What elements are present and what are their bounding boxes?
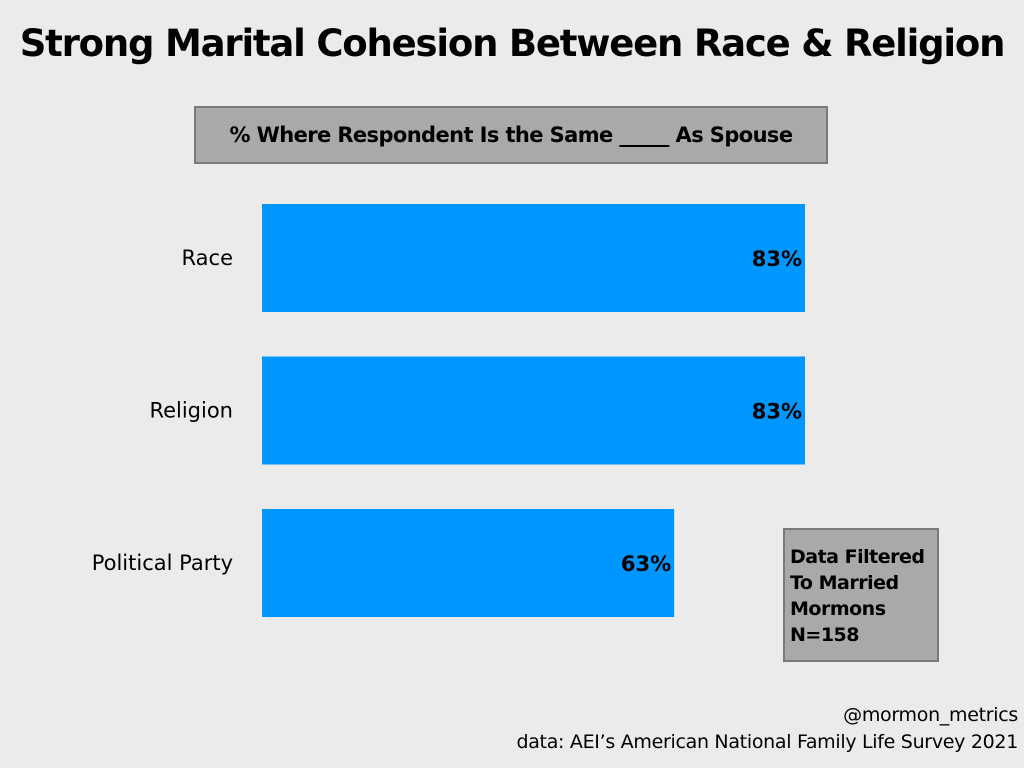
value-label-political-party: 63% — [621, 552, 671, 576]
bar-race — [262, 204, 805, 312]
chart-subtitle-box: % Where Respondent Is the Same _____ As … — [194, 106, 828, 164]
note-line: To Married — [790, 572, 899, 594]
data-filter-note: Data Filtered To Married Mormons N=158 — [783, 528, 939, 662]
chart-subtitle: % Where Respondent Is the Same _____ As … — [229, 123, 794, 147]
chart-title: Strong Marital Cohesion Between Race & R… — [19, 22, 1006, 65]
data-source: data: AEI’s American National Family Lif… — [516, 731, 1018, 753]
note-line: Mormons — [790, 598, 886, 620]
value-label-race: 83% — [752, 247, 802, 271]
note-line: N=158 — [790, 624, 859, 646]
bar-religion — [262, 356, 805, 465]
bar-political-party — [262, 509, 675, 617]
author-handle: @mormon_metrics — [843, 704, 1018, 726]
value-label-religion: 83% — [752, 400, 802, 424]
category-label-religion: Religion — [149, 399, 233, 423]
note-line: Data Filtered — [790, 546, 925, 568]
category-label-political-party: Political Party — [92, 551, 233, 575]
category-label-race: Race — [182, 246, 233, 270]
